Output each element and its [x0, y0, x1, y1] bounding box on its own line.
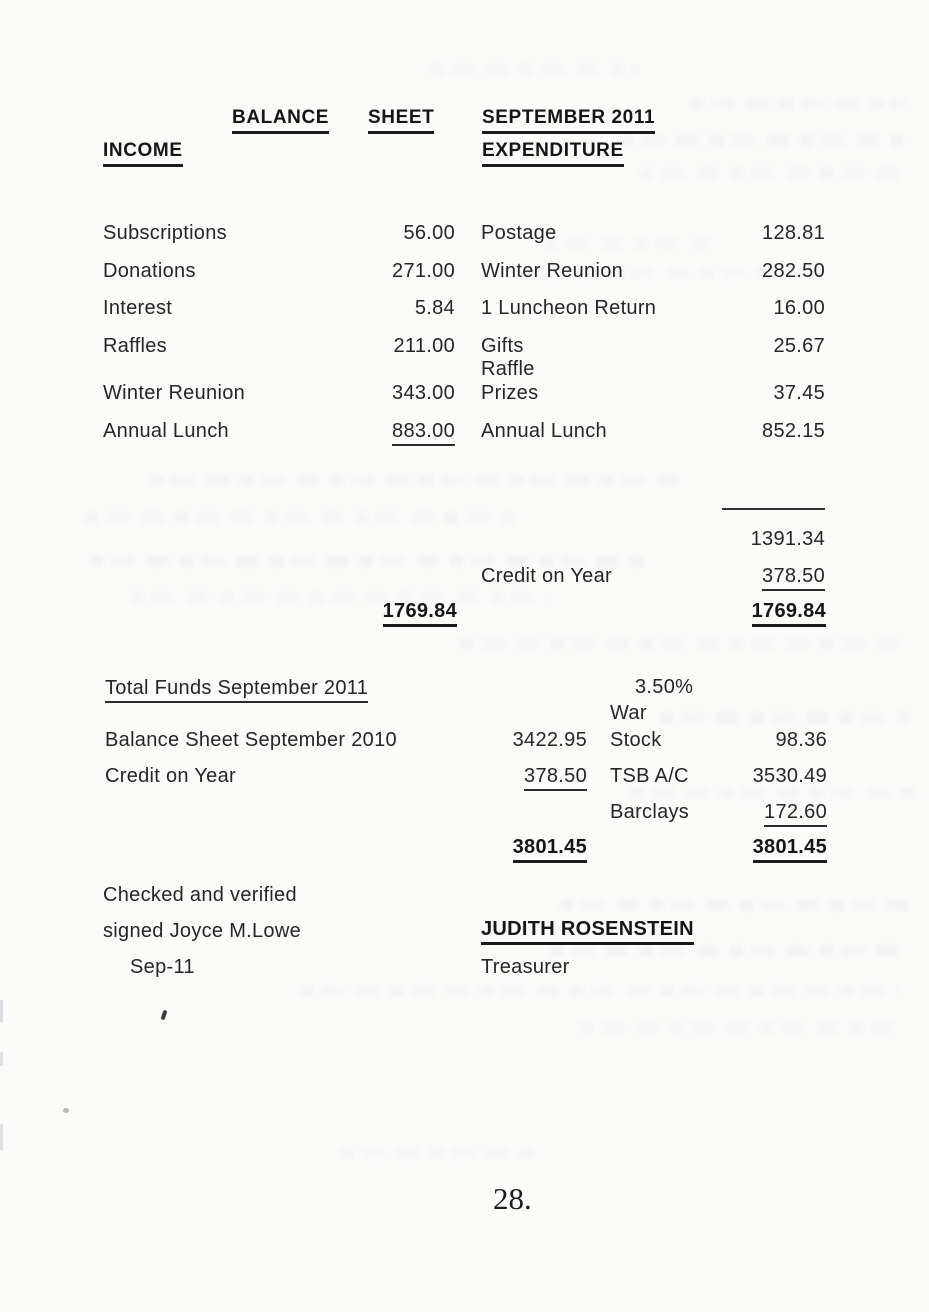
war-stock-rate: 3.50%	[635, 676, 694, 698]
bleedthrough-artifact	[630, 788, 915, 799]
scan-edge-mark	[0, 1052, 3, 1066]
total-funds-left-total: 3801.45	[512, 835, 587, 863]
expenditure-row-label: Annual Lunch	[481, 420, 607, 442]
credit-on-year-label: Credit on Year	[481, 565, 612, 587]
bleedthrough-artifact	[340, 1148, 540, 1159]
expenditure-row-label: Postage	[481, 222, 557, 244]
income-total: 1769.84	[382, 599, 457, 627]
signoff-date: Sep-11	[130, 956, 195, 978]
bleedthrough-artifact	[620, 135, 905, 146]
treasurer-name: JUDITH ROSENSTEIN	[481, 917, 694, 945]
scan-edge-mark	[0, 1124, 3, 1150]
income-row-value: 56.00	[403, 222, 455, 244]
income-row-label: Subscriptions	[103, 222, 227, 244]
expenditure-row-label: Prizes	[481, 382, 539, 404]
income-row-label: Raffles	[103, 335, 167, 357]
bleedthrough-artifact	[130, 592, 550, 603]
ink-speck	[63, 1108, 69, 1113]
total-funds-left-value: 378.50	[524, 764, 587, 791]
war-stock-value: 98.36	[775, 729, 827, 751]
total-funds-heading: Total Funds September 2011	[105, 676, 369, 703]
barclays-label: Barclays	[610, 801, 690, 823]
tsb-account-value: 3530.49	[752, 765, 827, 787]
bleedthrough-artifact	[85, 512, 515, 523]
title-word-sheet: SHEET	[368, 106, 435, 134]
war-stock-label-line1: War	[610, 702, 647, 724]
income-row-label: Winter Reunion	[103, 382, 246, 404]
bleedthrough-artifact	[150, 475, 690, 486]
expenditure-row-label: Gifts	[481, 335, 524, 357]
total-funds-right-total: 3801.45	[752, 835, 827, 863]
bleedthrough-artifact	[690, 98, 905, 109]
income-row-value: 5.84	[414, 297, 455, 319]
income-row-label: Donations	[103, 260, 196, 282]
bleedthrough-artifact	[580, 1022, 900, 1033]
expenditure-row-value: 37.45	[773, 382, 825, 404]
expenditure-subtotal: 1391.34	[750, 528, 825, 550]
barclays-value: 172.60	[764, 800, 827, 827]
bleedthrough-artifact	[560, 900, 910, 911]
expenditure-row-value: 852.15	[762, 420, 825, 442]
bleedthrough-artifact	[430, 64, 640, 75]
bleedthrough-artifact	[545, 238, 710, 249]
income-heading: INCOME	[103, 139, 183, 167]
expenditure-row-value: 16.00	[773, 297, 825, 319]
total-funds-left-label: Balance Sheet September 2010	[105, 729, 397, 751]
income-row-label: Interest	[103, 297, 173, 319]
expenditure-row-value: 128.81	[762, 222, 825, 244]
page-number: 28.	[493, 1181, 532, 1216]
expenditure-row-label: 1 Luncheon Return	[481, 297, 657, 319]
income-row-value: 343.00	[392, 382, 455, 404]
bleedthrough-artifact	[300, 985, 900, 996]
income-row-value: 883.00	[392, 419, 455, 446]
signed-line: signed Joyce M.Lowe	[103, 920, 302, 942]
credit-on-year-value: 378.50	[762, 564, 825, 591]
total-funds-left-label: Credit on Year	[105, 765, 236, 787]
expenditure-heading: EXPENDITURE	[482, 139, 624, 167]
tsb-account-label: TSB A/C	[610, 765, 689, 787]
bleedthrough-artifact	[640, 168, 905, 179]
expenditure-row-label: Raffle	[481, 358, 535, 380]
scan-edge-mark	[0, 1000, 3, 1022]
income-row-value: 271.00	[392, 260, 455, 282]
bleedthrough-artifact	[660, 712, 910, 723]
title-word-september-2011: SEPTEMBER 2011	[482, 106, 656, 134]
subtotal-rule	[722, 508, 825, 510]
expenditure-row-value: 25.67	[773, 335, 825, 357]
expenditure-row-label: Winter Reunion	[481, 260, 624, 282]
ink-speck	[160, 1009, 168, 1021]
title-word-balance: BALANCE	[232, 106, 330, 134]
bleedthrough-artifact	[550, 945, 910, 956]
checked-and-verified-line: Checked and verified	[103, 884, 297, 906]
bleedthrough-artifact	[460, 638, 900, 649]
treasurer-title: Treasurer	[481, 956, 570, 978]
total-funds-left-value: 3422.95	[512, 729, 587, 751]
war-stock-label-line2: Stock	[610, 729, 662, 751]
income-row-label: Annual Lunch	[103, 420, 229, 442]
expenditure-row-value: 282.50	[762, 260, 825, 282]
expenditure-total: 1769.84	[751, 599, 826, 627]
income-row-value: 211.00	[393, 335, 455, 357]
